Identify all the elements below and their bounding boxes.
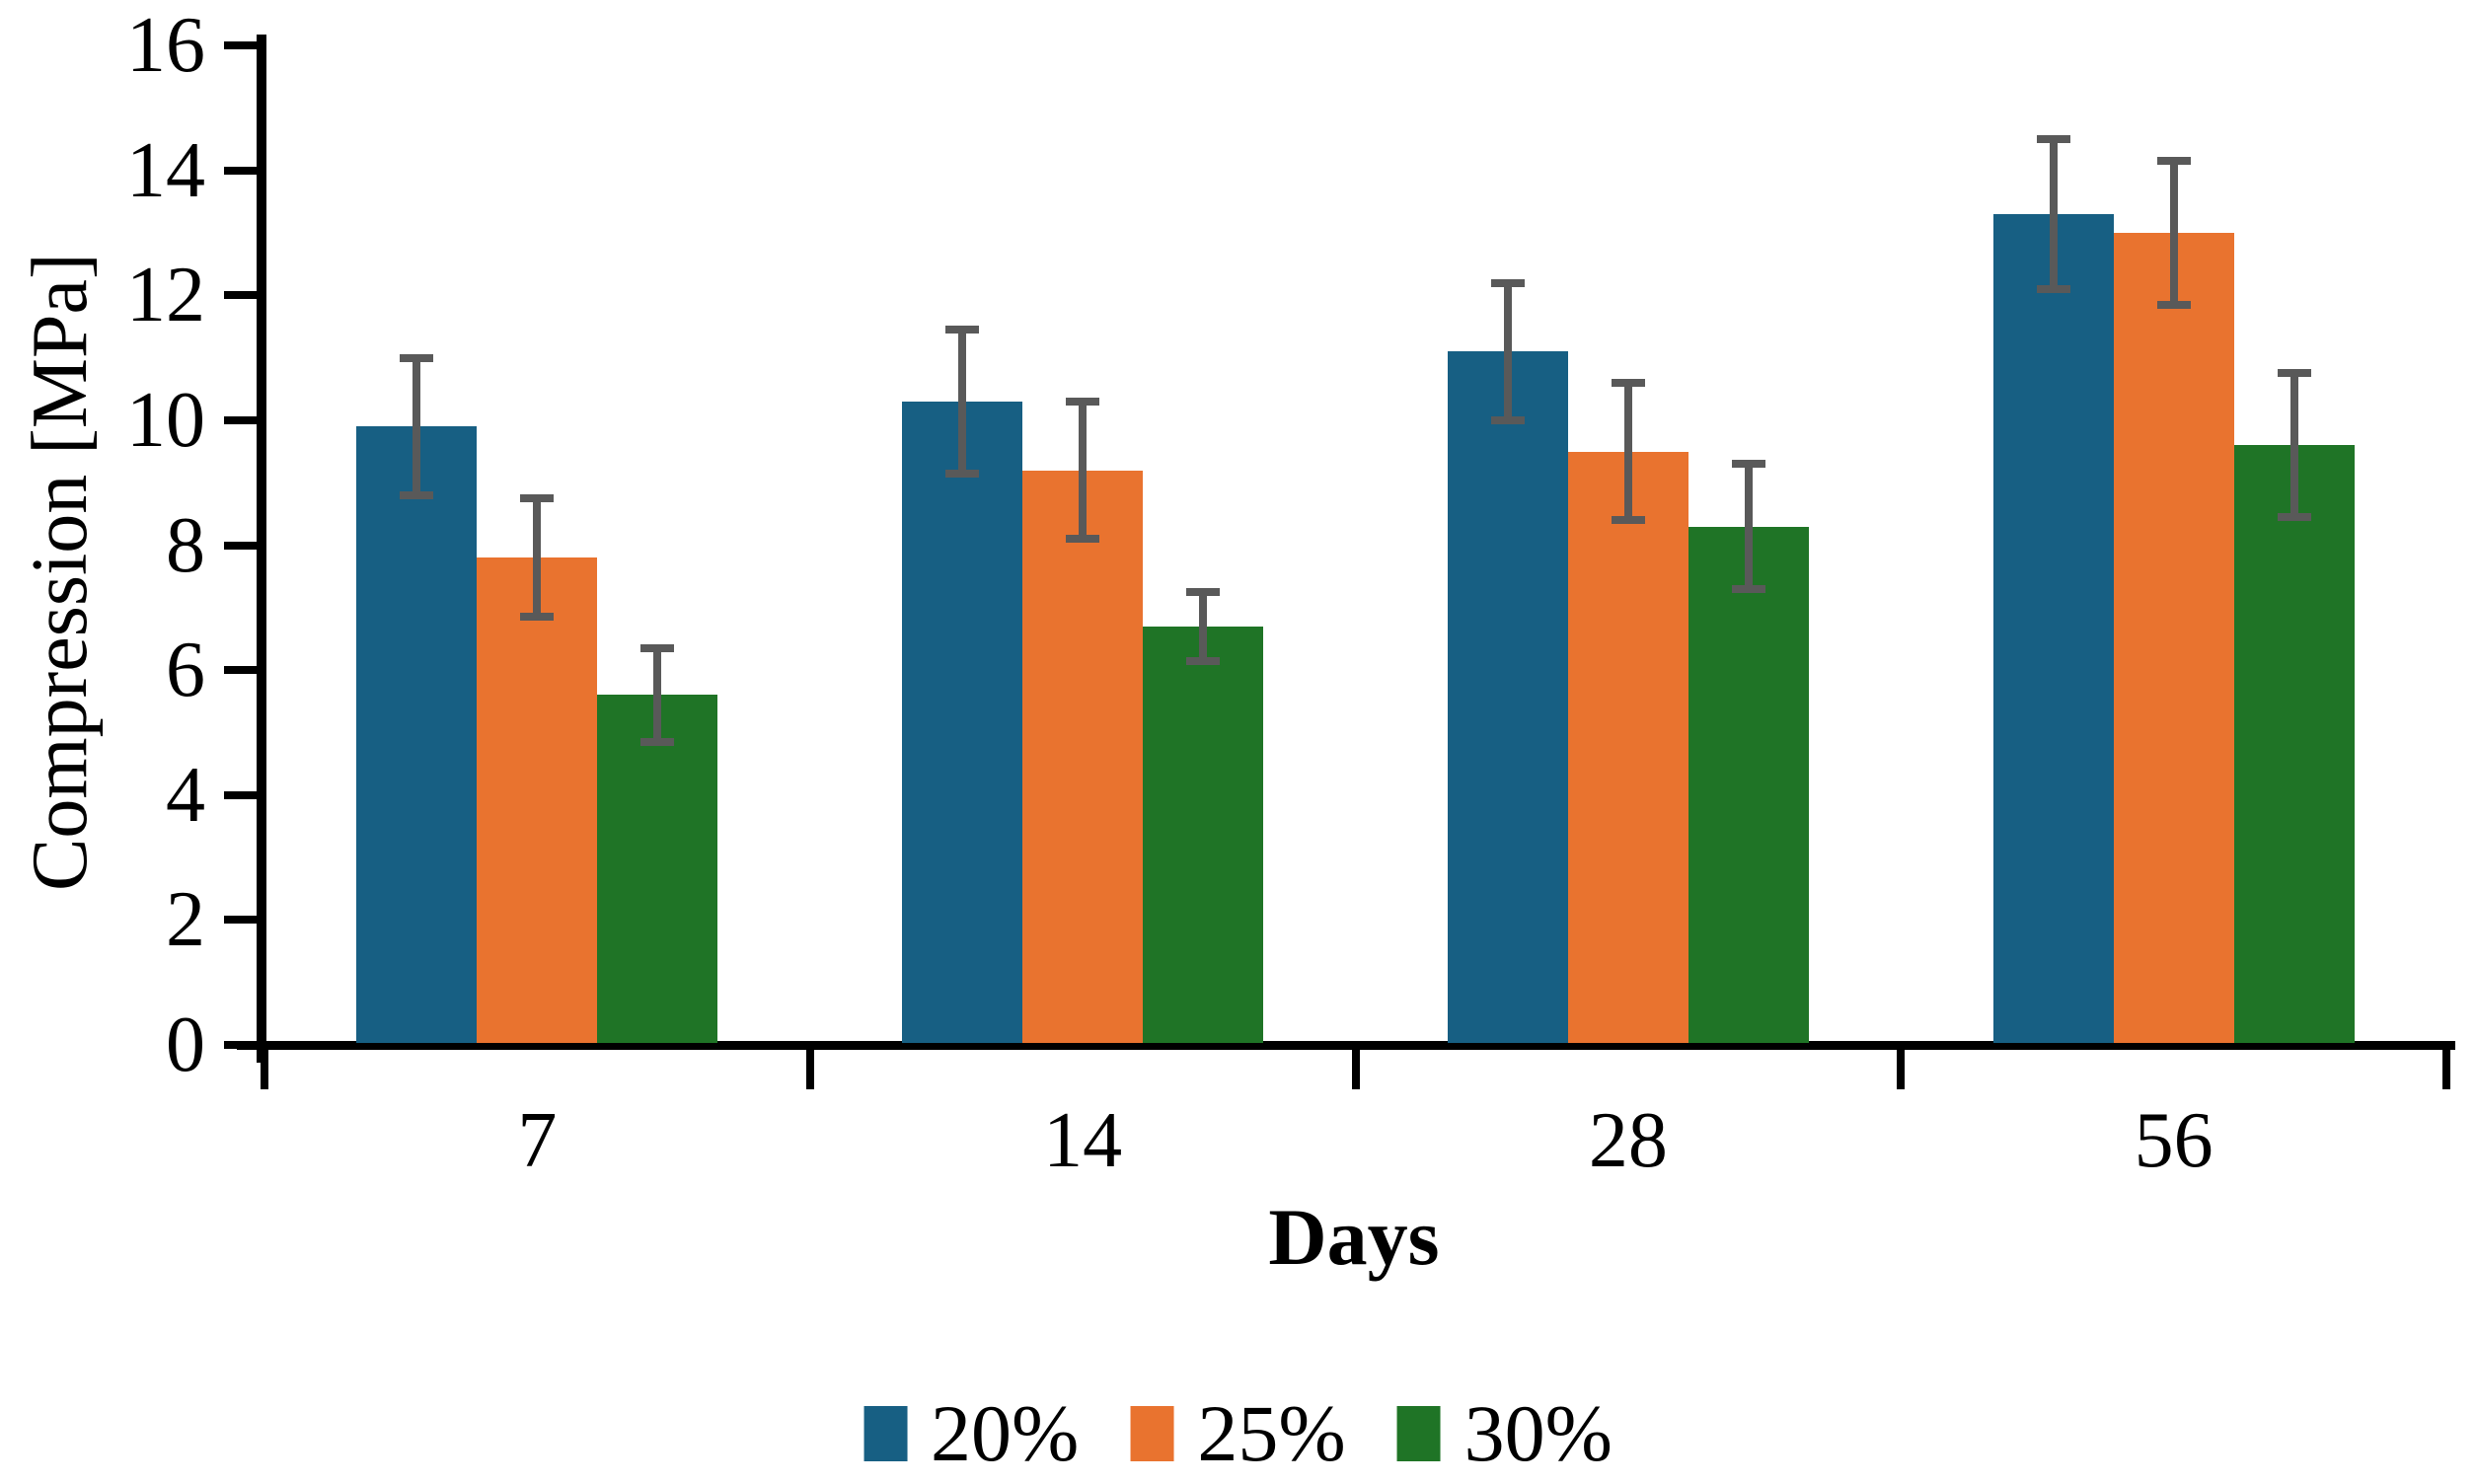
legend-label-30%: 30% — [1463, 1388, 1613, 1478]
error-30%-7d-cap-top — [640, 643, 675, 652]
error-20%-14d-cap-top — [945, 326, 980, 334]
y-tick-label-0: 0 — [166, 1002, 205, 1088]
error-30%-7d-cap-bottom — [640, 737, 675, 746]
error-30%-56d-cap-bottom — [2277, 513, 2311, 521]
bar-20%-7d — [356, 426, 478, 1043]
error-20%-14d-cap-bottom — [945, 469, 980, 478]
x-tick-label-28: 28 — [1588, 1097, 1668, 1184]
error-25%-7d-line — [533, 498, 542, 618]
x-tick-1 — [805, 1045, 814, 1089]
error-20%-7d-cap-top — [400, 353, 434, 362]
y-tick-label-16: 16 — [126, 2, 205, 89]
x-tick-2 — [1351, 1045, 1360, 1089]
error-25%-14d-cap-bottom — [1066, 535, 1100, 544]
x-axis-line — [237, 1040, 2455, 1050]
legend-label-25%: 25% — [1197, 1388, 1346, 1478]
bar-20%-28d — [1447, 351, 1568, 1043]
y-tick-label-10: 10 — [126, 376, 205, 464]
error-20%-28d-cap-top — [1490, 278, 1525, 287]
error-20%-14d-line — [958, 330, 967, 474]
y-tick-label-12: 12 — [126, 252, 205, 339]
y-tick-label-4: 4 — [166, 751, 205, 839]
y-tick-label-14: 14 — [126, 126, 205, 214]
error-25%-56d-cap-bottom — [2156, 300, 2191, 309]
y-tick-16 — [224, 41, 262, 49]
error-30%-14d-cap-top — [1186, 587, 1221, 596]
error-25%-7d-cap-top — [520, 494, 555, 503]
bar-30%-28d — [1688, 526, 1809, 1043]
legend-swatch-25% — [1130, 1406, 1174, 1461]
y-tick-label-8: 8 — [166, 501, 205, 589]
error-25%-14d-cap-top — [1066, 397, 1100, 406]
y-tick-4 — [224, 790, 262, 799]
bar-20%-14d — [902, 401, 1023, 1043]
error-20%-56d-cap-top — [2036, 134, 2070, 143]
y-tick-6 — [224, 666, 262, 675]
bar-20%-56d — [1992, 213, 2114, 1043]
bar-30%-14d — [1143, 626, 1264, 1043]
bar-30%-7d — [597, 695, 718, 1043]
error-30%-56d-cap-top — [2277, 369, 2311, 378]
bar-25%-56d — [2113, 232, 2234, 1043]
error-20%-28d-line — [1503, 282, 1512, 420]
x-tick-4 — [2442, 1045, 2450, 1089]
error-30%-7d-line — [653, 647, 662, 742]
y-tick-8 — [224, 541, 262, 550]
error-20%-7d-cap-bottom — [400, 490, 434, 499]
error-30%-28d-cap-top — [1731, 460, 1765, 469]
x-tick-0 — [261, 1045, 268, 1089]
x-axis-title: Days — [1268, 1192, 1440, 1282]
bar-25%-7d — [477, 557, 598, 1043]
y-tick-2 — [224, 916, 262, 925]
error-30%-14d-cap-bottom — [1186, 656, 1221, 665]
legend-swatch-20% — [863, 1406, 908, 1461]
error-20%-56d-cap-bottom — [2036, 284, 2070, 293]
y-tick-14 — [224, 166, 262, 175]
error-25%-28d-line — [1623, 382, 1632, 521]
error-20%-56d-line — [2049, 138, 2058, 289]
error-30%-14d-line — [1199, 591, 1208, 661]
x-tick-3 — [1897, 1045, 1906, 1089]
legend-swatch-30% — [1396, 1406, 1441, 1461]
legend-label-20%: 20% — [931, 1388, 1080, 1478]
y-tick-label-2: 2 — [166, 876, 205, 964]
error-25%-56d-cap-top — [2156, 157, 2191, 166]
y-tick-0 — [224, 1041, 262, 1049]
bar-25%-14d — [1022, 470, 1144, 1043]
error-25%-28d-cap-bottom — [1611, 516, 1645, 525]
error-25%-7d-cap-bottom — [520, 613, 555, 622]
error-20%-28d-cap-bottom — [1490, 415, 1525, 424]
bar-30%-56d — [2233, 445, 2355, 1043]
error-25%-14d-line — [1079, 401, 1088, 540]
error-30%-56d-line — [2289, 373, 2298, 517]
error-25%-28d-cap-top — [1611, 378, 1645, 387]
legend: 20% 25% 30% — [863, 1389, 1613, 1478]
bar-25%-28d — [1567, 451, 1688, 1043]
y-axis-line — [257, 35, 266, 1063]
y-tick-label-6: 6 — [166, 627, 205, 714]
legend-item-30%: 30% — [1396, 1388, 1613, 1478]
error-30%-28d-line — [1744, 464, 1753, 589]
x-tick-label-56: 56 — [2134, 1097, 2213, 1184]
error-20%-7d-line — [413, 357, 421, 495]
error-25%-56d-line — [2169, 161, 2178, 305]
legend-item-20%: 20% — [863, 1389, 1079, 1478]
x-tick-label-7: 7 — [517, 1097, 558, 1184]
legend-item-25%: 25% — [1130, 1388, 1346, 1478]
y-tick-12 — [224, 291, 262, 300]
x-tick-label-14: 14 — [1043, 1097, 1123, 1184]
y-tick-10 — [224, 415, 262, 424]
error-30%-28d-cap-bottom — [1731, 584, 1765, 593]
